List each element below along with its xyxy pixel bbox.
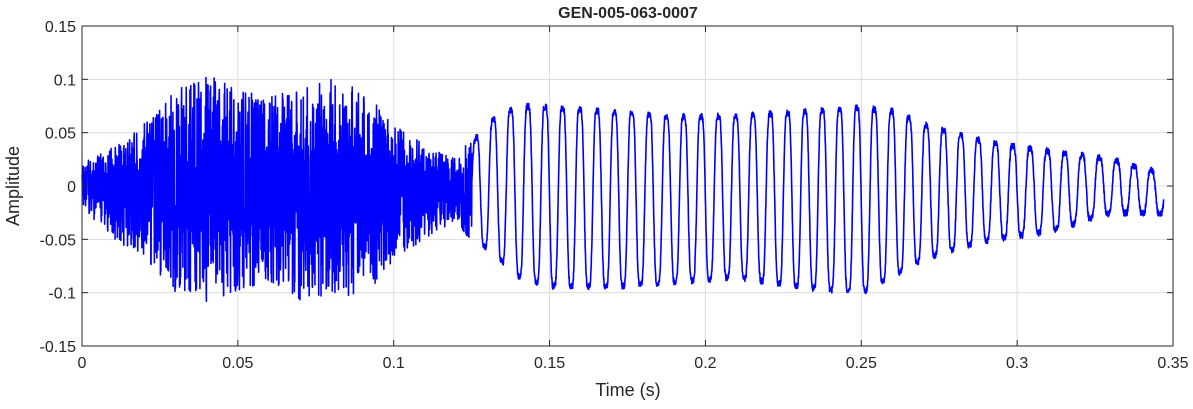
series-line xyxy=(81,76,1165,303)
y-tick-label: 0.15 xyxy=(45,19,76,36)
x-tick-label: 0.35 xyxy=(1157,355,1188,372)
y-tick-label: -0.15 xyxy=(40,339,77,356)
x-tick-label: 0.1 xyxy=(383,355,405,372)
x-tick-label: 0.15 xyxy=(534,355,565,372)
y-tick-label: 0.1 xyxy=(54,72,76,89)
axes: 0 0.05 0.1 0.15 0.2 0.25 0.3 0.35 -0.15 -0.1 -0.05… xyxy=(40,19,1189,372)
y-tick-label: -0.05 xyxy=(40,232,77,249)
x-tick-label: 0.2 xyxy=(694,355,716,372)
x-tick-label: 0.3 xyxy=(1006,355,1028,372)
x-tick-label: 0.05 xyxy=(222,355,253,372)
y-tick-label: 0.05 xyxy=(45,126,76,143)
plot-area xyxy=(81,76,1165,303)
y-axis-label: Amplitude xyxy=(3,146,23,226)
y-tick-label: -0.1 xyxy=(48,286,76,303)
x-tick-label: 0 xyxy=(78,355,87,372)
x-tick-label: 0.25 xyxy=(846,355,877,372)
x-axis-label: Time (s) xyxy=(595,380,660,400)
y-tick-label: 0 xyxy=(67,179,76,196)
chart-title: GEN-005-063-0007 xyxy=(558,5,698,22)
